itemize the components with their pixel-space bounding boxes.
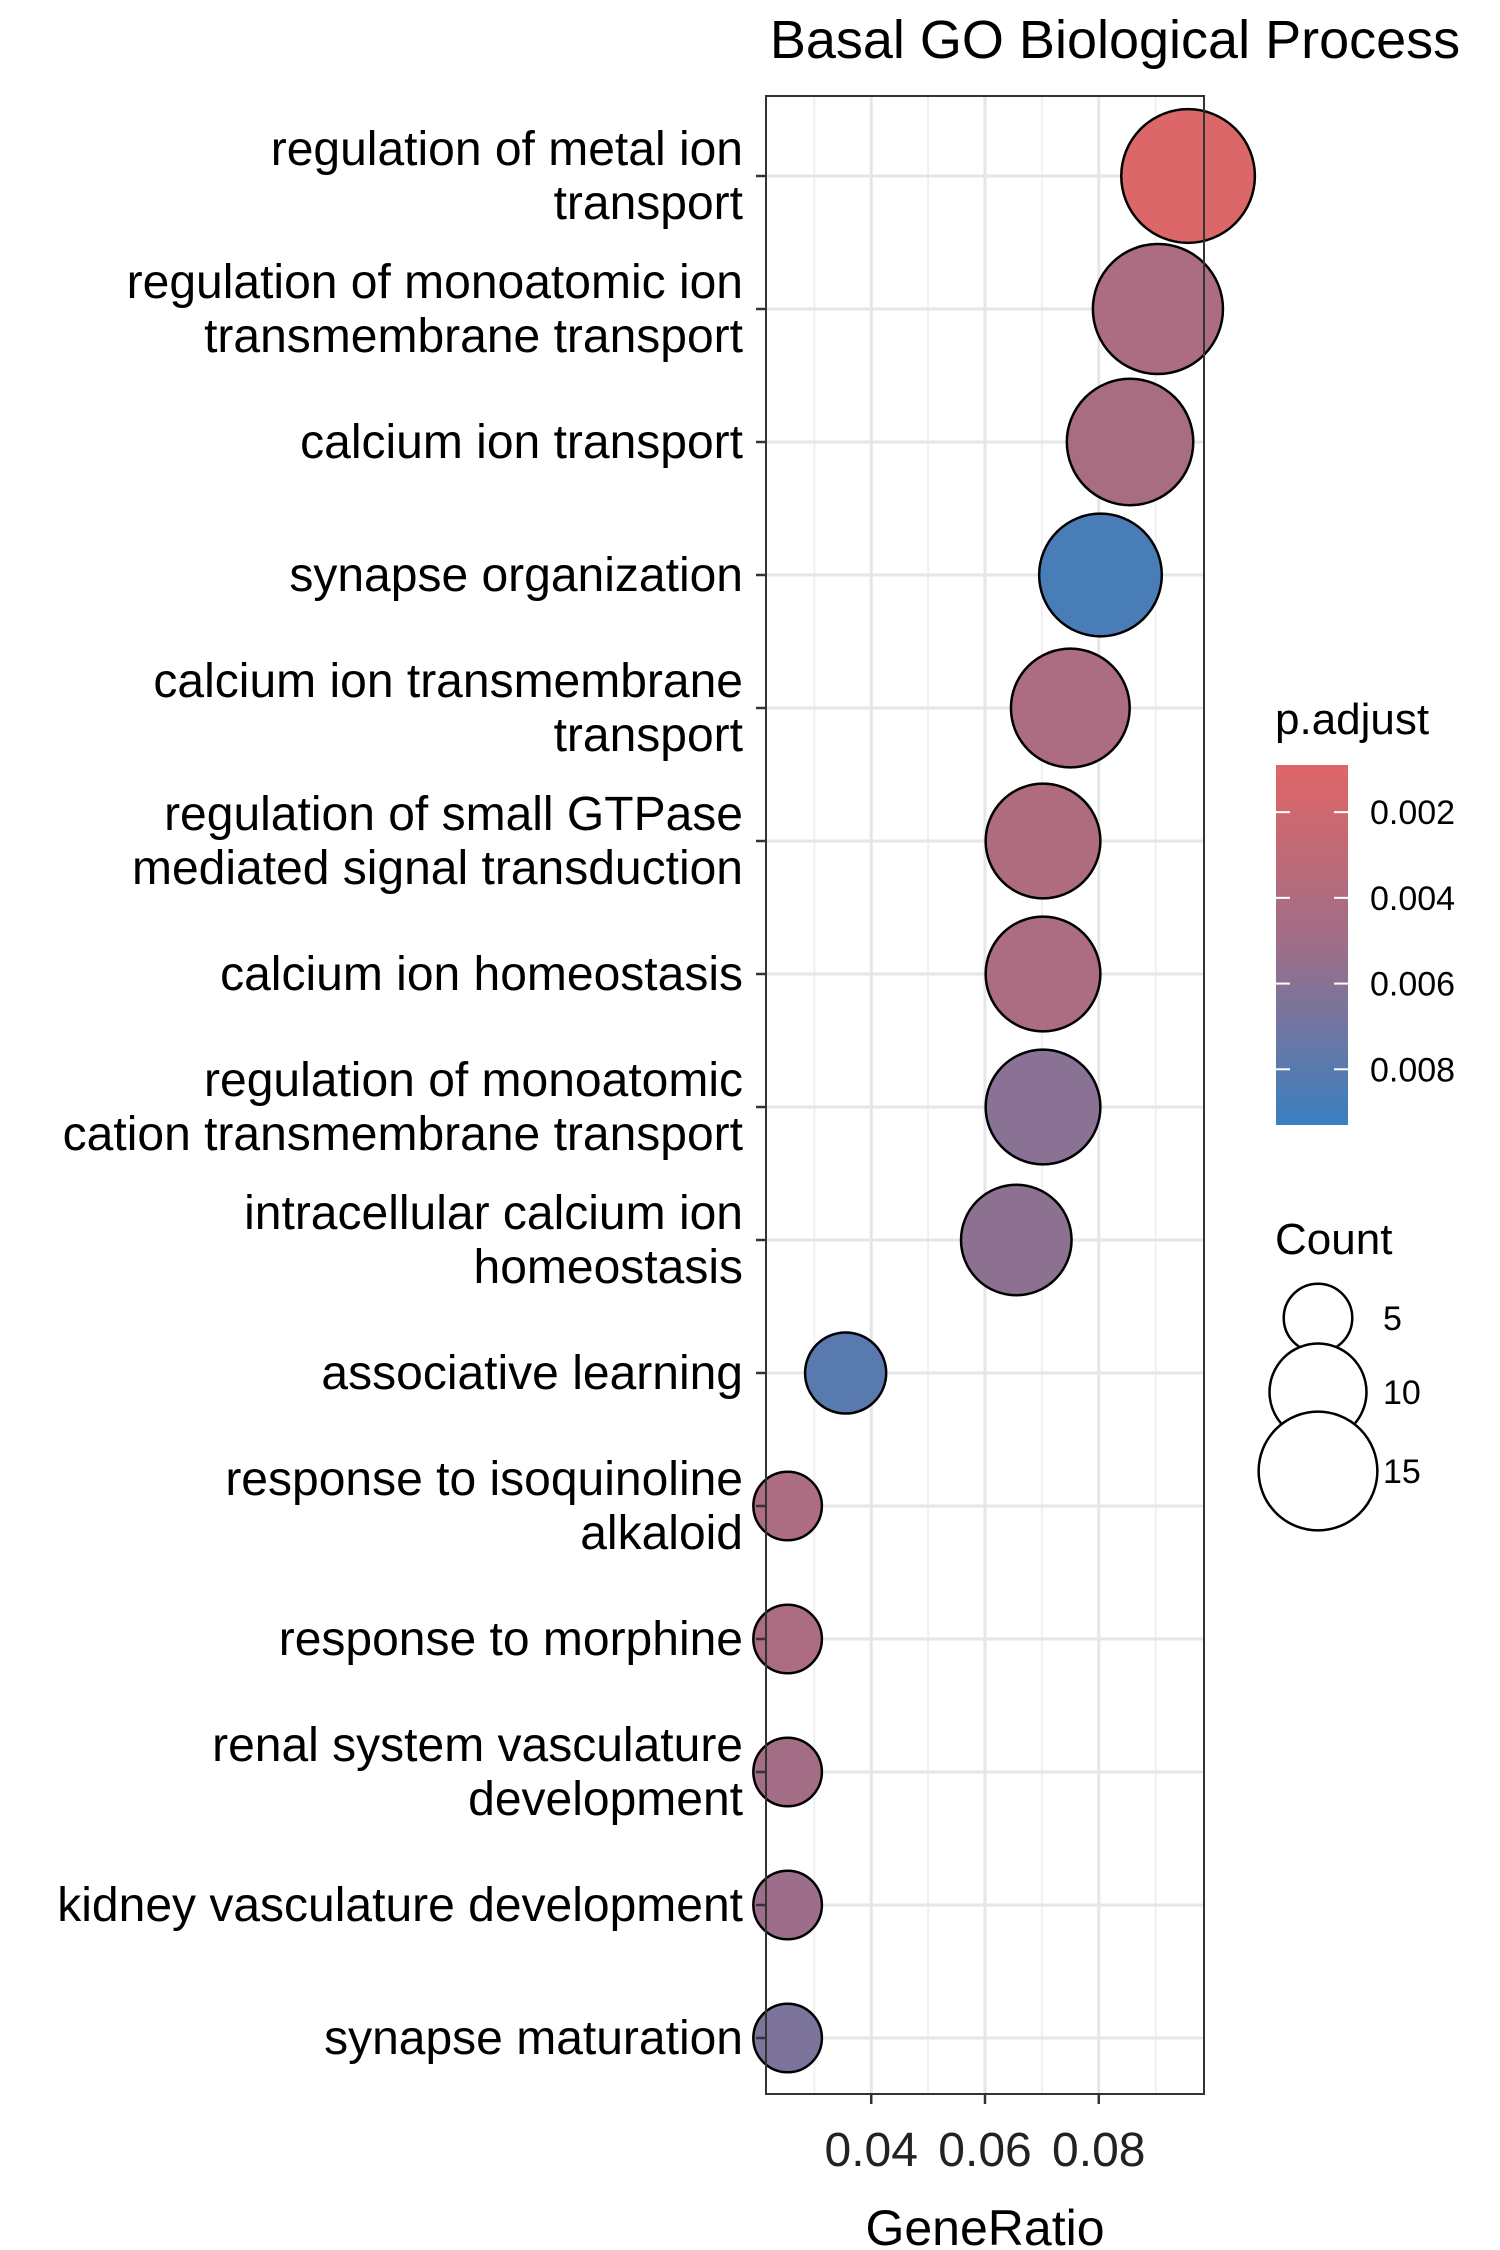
data-point xyxy=(752,1603,824,1675)
color-bar-label: 0.002 xyxy=(1370,794,1455,832)
color-legend: p.adjust 0.002 0.004 0.006 0.008 xyxy=(1275,695,1455,1125)
x-tick-label: 0.06 xyxy=(938,2124,1031,2177)
data-point xyxy=(1091,242,1225,376)
size-legend-label: 5 xyxy=(1383,1300,1402,1338)
data-point xyxy=(1065,377,1195,507)
y-tick-label: calcium ion homeostasis xyxy=(220,948,743,1001)
y-tick-label: associative learning xyxy=(321,1347,743,1400)
y-tick-label: regulation of monoatomic ion xyxy=(127,256,743,309)
x-tick-label: 0.08 xyxy=(1052,2124,1145,2177)
data-point xyxy=(752,1470,824,1542)
y-tick-label: regulation of monoatomic xyxy=(204,1054,743,1107)
data-point xyxy=(803,1331,888,1415)
color-legend-title: p.adjust xyxy=(1275,695,1429,744)
chart-title: Basal GO Biological Process xyxy=(770,10,1460,70)
y-tick-label: mediated signal transduction xyxy=(132,842,743,895)
y-tick-label: renal system vasculature xyxy=(212,1719,743,1772)
y-tick-label: transport xyxy=(554,709,743,762)
data-point xyxy=(1120,107,1257,245)
color-bar xyxy=(1276,765,1348,1125)
x-tick-label: 0.04 xyxy=(825,2124,918,2177)
size-legend-label: 15 xyxy=(1383,1453,1421,1491)
data-point xyxy=(752,1869,824,1941)
y-tick-label: synapse organization xyxy=(289,549,743,602)
size-legend-circle xyxy=(1257,1410,1379,1532)
y-axis: regulation of metal iontransportregulati… xyxy=(57,123,766,2065)
size-legend: Count 5 10 15 xyxy=(1257,1215,1421,1532)
y-tick-label: homeostasis xyxy=(474,1241,743,1294)
data-point xyxy=(984,915,1102,1033)
y-tick-label: transmembrane transport xyxy=(204,310,743,363)
y-tick-label: regulation of small GTPase xyxy=(164,788,743,841)
data-point xyxy=(1009,647,1131,769)
data-point xyxy=(1037,512,1164,638)
data-point xyxy=(984,782,1102,900)
y-tick-label: synapse maturation xyxy=(324,2012,743,2065)
color-bar-label: 0.006 xyxy=(1370,966,1455,1004)
y-tick-label: alkaloid xyxy=(580,1507,743,1560)
y-tick-label: kidney vasculature development xyxy=(57,1879,743,1932)
y-tick-label: intracellular calcium ion xyxy=(244,1187,743,1240)
y-tick-label: regulation of metal ion xyxy=(271,123,743,176)
size-legend-circle xyxy=(1282,1282,1354,1354)
y-tick-label: response to isoquinoline xyxy=(225,1453,743,1506)
data-point xyxy=(752,1736,824,1808)
y-tick-label: cation transmembrane transport xyxy=(63,1108,743,1161)
data-points xyxy=(752,107,1257,2074)
color-bar-label: 0.008 xyxy=(1370,1051,1455,1089)
plot-panel xyxy=(752,95,1257,2095)
y-tick-label: calcium ion transport xyxy=(300,416,743,469)
x-axis: 0.04 0.06 0.08 xyxy=(825,2094,1145,2177)
size-legend-keys: 5 10 15 xyxy=(1257,1282,1421,1532)
y-tick-label: calcium ion transmembrane xyxy=(153,655,743,708)
y-tick-label: transport xyxy=(554,177,743,230)
y-tick-label: development xyxy=(468,1773,743,1826)
data-point xyxy=(959,1183,1073,1297)
y-tick-label: response to morphine xyxy=(279,1613,743,1666)
x-axis-title: GeneRatio xyxy=(865,2200,1104,2250)
data-point xyxy=(752,2002,824,2074)
data-point xyxy=(984,1048,1102,1166)
size-legend-label: 10 xyxy=(1383,1374,1421,1412)
size-legend-title: Count xyxy=(1275,1215,1392,1264)
color-bar-ticks: 0.002 0.004 0.006 0.008 xyxy=(1276,794,1455,1089)
color-bar-label: 0.004 xyxy=(1370,880,1455,918)
